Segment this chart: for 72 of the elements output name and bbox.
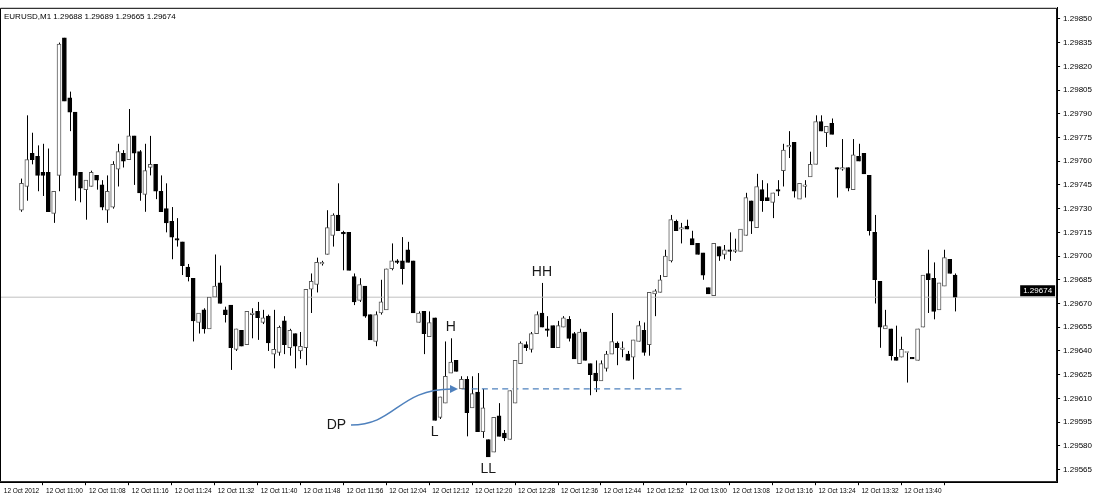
text: EURUSD,M1 1.29688 1.29689 1.29665 1.29674	[4, 12, 177, 21]
candlestick	[803, 179, 807, 199]
candlestick	[748, 200, 754, 235]
annotation: H	[445, 318, 456, 335]
y-tick-label: 1.29715	[1063, 227, 1093, 237]
candlestick	[426, 310, 432, 338]
candlestick	[824, 125, 829, 148]
candlestick	[834, 167, 840, 199]
candlestick	[534, 310, 539, 335]
candlestick	[287, 328, 293, 357]
candlestick	[389, 242, 395, 271]
annotation: HH	[531, 262, 553, 279]
candlestick	[271, 309, 276, 369]
candlestick	[883, 309, 888, 330]
candlestick	[164, 182, 169, 233]
y-tick-label: 1.29790	[1063, 108, 1093, 118]
ref-line-label: 1.29674	[1023, 285, 1053, 295]
candlestick	[925, 249, 931, 314]
candlestick	[469, 375, 475, 409]
candlestick	[400, 236, 405, 286]
y-tick-label: 1.29700	[1063, 251, 1093, 261]
candlestick	[448, 337, 454, 374]
y-tick-label: 1.29595	[1063, 417, 1093, 427]
candlestick	[609, 312, 615, 355]
y-tick-label: 1.29775	[1063, 132, 1093, 142]
candlestick	[174, 217, 180, 248]
candlestick	[255, 301, 260, 341]
y-tick-label: 1.29610	[1063, 393, 1093, 403]
candlestick	[807, 151, 813, 178]
candlestick	[314, 257, 319, 293]
candlestick	[51, 190, 56, 224]
y-tick-label: 1.29640	[1063, 346, 1093, 356]
candlestick	[587, 363, 593, 396]
candlestick	[604, 350, 609, 373]
y-tick-label: 1.29805	[1063, 85, 1093, 95]
candlestick	[126, 108, 132, 161]
candlestick	[593, 359, 598, 393]
candlestick	[781, 143, 786, 187]
candlestick	[78, 171, 83, 203]
y-tick-label: 1.29685	[1063, 274, 1093, 284]
candlestick	[330, 212, 336, 248]
candlestick	[180, 241, 185, 276]
candlestick	[104, 174, 110, 224]
y-tick-label: 1.29850	[1063, 14, 1093, 24]
candlestick	[29, 132, 35, 165]
annotation: LL	[480, 459, 497, 476]
y-tick-label: 1.29835	[1063, 37, 1093, 47]
y-tick-label: 1.29565	[1063, 464, 1093, 474]
candlestick	[298, 331, 303, 360]
candlestick	[727, 231, 733, 262]
y-tick-label: 1.29730	[1063, 203, 1093, 213]
annotation: DP	[326, 415, 347, 432]
candlestick	[147, 135, 153, 176]
y-tick-label: 1.29580	[1063, 441, 1093, 451]
candlestick	[544, 315, 550, 338]
candlestick	[770, 192, 776, 219]
y-tick-label: 1.29655	[1063, 322, 1093, 332]
candlestick	[282, 315, 287, 355]
y-tick-label: 1.29745	[1063, 180, 1093, 190]
candlestick	[67, 91, 73, 132]
candlestick	[35, 144, 40, 192]
candlestick	[663, 249, 668, 278]
candlestick	[308, 272, 314, 314]
annotation: L	[430, 423, 439, 440]
candlestick	[840, 138, 845, 172]
y-tick-label: 1.29625	[1063, 369, 1093, 379]
candlestick	[169, 206, 175, 260]
y-tick-label: 1.29670	[1063, 298, 1093, 308]
candlestick	[212, 253, 217, 298]
y-tick-label: 1.29820	[1063, 61, 1093, 71]
y-tick-label: 1.29760	[1063, 156, 1093, 166]
candlestick	[518, 340, 523, 365]
